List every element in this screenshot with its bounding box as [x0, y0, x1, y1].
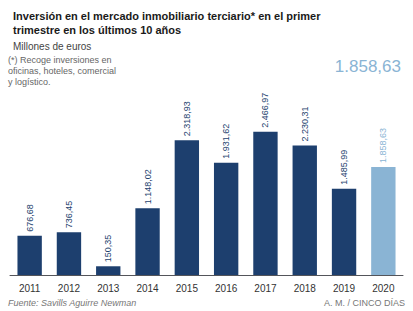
svg-text:trimestre en los últimos 10 añ: trimestre en los últimos 10 años	[13, 24, 181, 36]
svg-text:1.485,99: 1.485,99	[339, 150, 349, 185]
svg-text:2018: 2018	[294, 283, 317, 294]
svg-text:1.148,02: 1.148,02	[143, 169, 153, 204]
svg-text:1.858,63: 1.858,63	[335, 57, 401, 76]
svg-text:2014: 2014	[136, 283, 159, 294]
svg-text:2012: 2012	[58, 283, 81, 294]
svg-text:Millones de euros: Millones de euros	[13, 41, 91, 52]
svg-text:1.931,62: 1.931,62	[221, 124, 231, 159]
svg-text:Inversión en el mercado inmobi: Inversión en el mercado inmobiliario ter…	[13, 10, 321, 22]
svg-text:A. M. / CINCO DÍAS: A. M. / CINCO DÍAS	[324, 298, 405, 308]
svg-text:2019: 2019	[333, 283, 356, 294]
svg-text:Fuente: Savills Aguirre Newman: Fuente: Savills Aguirre Newman	[8, 298, 136, 308]
svg-text:676,68: 676,68	[25, 204, 35, 232]
svg-text:2020: 2020	[372, 283, 395, 294]
svg-text:2016: 2016	[215, 283, 238, 294]
svg-text:2015: 2015	[176, 283, 199, 294]
svg-text:oficinas, hoteles, comercial: oficinas, hoteles, comercial	[8, 66, 116, 76]
svg-text:150,35: 150,35	[103, 235, 113, 263]
svg-text:736,45: 736,45	[64, 201, 74, 229]
svg-text:y logístico.: y logístico.	[8, 77, 51, 87]
svg-text:1.858,63: 1.858,63	[378, 128, 388, 163]
svg-text:2.230,31: 2.230,31	[300, 106, 310, 141]
svg-text:2017: 2017	[254, 283, 277, 294]
svg-text:(*) Recoge inversiones en: (*) Recoge inversiones en	[8, 55, 112, 65]
svg-text:2011: 2011	[19, 283, 41, 294]
svg-text:2.466,97: 2.466,97	[260, 93, 270, 128]
svg-text:2013: 2013	[97, 283, 120, 294]
svg-text:2.318,93: 2.318,93	[182, 101, 192, 136]
